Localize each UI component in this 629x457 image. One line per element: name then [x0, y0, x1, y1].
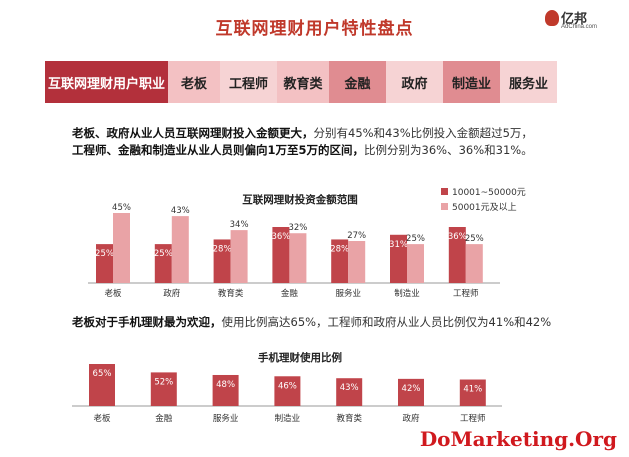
- logo-subtext: AdChina.com: [561, 24, 598, 30]
- chart1-label-1-2: 25%: [154, 249, 173, 259]
- chart2-bar-1: [89, 364, 115, 406]
- legend-label-2: 50001元及以上: [452, 202, 517, 213]
- chart1-bar-1-4: [272, 227, 290, 283]
- chart2-category-1: 老板: [93, 413, 111, 424]
- chart2-label-7: 41%: [463, 385, 482, 395]
- summary-paragraph-2: 老板对于手机理财最为欢迎，使用比例高达65%，工程师和政府从业人员比例仅为41%…: [72, 314, 552, 331]
- chart1-category-4: 金融: [281, 288, 299, 299]
- chart1-category-5: 服务业: [335, 288, 361, 299]
- chart2-bar-4: [274, 376, 301, 406]
- chart1-category-7: 工程师: [453, 288, 479, 299]
- chart1-label-2-3: 34%: [230, 220, 249, 230]
- chart2-category-5: 教育类: [336, 413, 362, 424]
- chart2-bar-5: [336, 378, 363, 406]
- chart2-category-6: 政府: [402, 413, 420, 424]
- chart1-bar-2-7: [465, 244, 483, 283]
- para2-text: 使用比例高达65%，工程师和政府从业人员比例仅为41%和42%: [221, 315, 552, 329]
- chart2-label-5: 43%: [340, 383, 359, 393]
- chart1-bar-1-6: [390, 234, 407, 283]
- chart1-category-3: 教育类: [218, 288, 244, 299]
- watermark: DoMarketing.Org: [419, 427, 617, 451]
- chart1-bar-1-7: [448, 227, 466, 283]
- chart1-bar-2-6: [407, 244, 424, 283]
- tab-education[interactable]: 教育类: [277, 61, 329, 103]
- para1-text2: 比例分别为36%、36%和31%。: [364, 143, 533, 157]
- chart2-category-3: 服务业: [213, 413, 239, 424]
- chart1-label-1-1: 25%: [95, 249, 114, 259]
- chart1-label-1-5: 28%: [330, 244, 349, 254]
- para2-bold: 老板对于手机理财最为欢迎，: [72, 315, 222, 329]
- logo: 亿邦 AdChina.com: [545, 8, 615, 34]
- chart1-bar-2-1: [113, 213, 130, 283]
- chart1-title: 互联网理财投资金额范围: [242, 193, 358, 206]
- chart2-title: 手机理财使用比例: [258, 351, 342, 364]
- chart2-label-3: 48%: [216, 380, 235, 390]
- legend-swatch-1: [441, 188, 448, 195]
- para1-bold: 老板、政府从业人员互联网理财投入金额更大，: [72, 126, 314, 140]
- tab-manufacturing[interactable]: 制造业: [443, 61, 500, 103]
- chart1-category-1: 老板: [104, 288, 122, 299]
- chart2-label-2: 52%: [154, 377, 173, 387]
- chart2-bar-2: [150, 372, 177, 406]
- para1-bold2: 工程师、金融和制造业从业人员则偏向1万至5万的区间，: [72, 143, 365, 157]
- chart1-label-2-2: 43%: [171, 206, 190, 216]
- chart2-bar-6: [398, 378, 424, 406]
- logo-icon: [545, 10, 559, 26]
- chart2-category-4: 制造业: [275, 413, 301, 424]
- chart2-category-7: 工程师: [460, 413, 486, 424]
- chart1-label-1-7: 36%: [448, 232, 467, 242]
- occupation-tabs: 互联网理财用户职业 老板 工程师 教育类 金融 政府 制造业 服务业: [45, 61, 561, 103]
- tab-service[interactable]: 服务业: [500, 61, 557, 103]
- page-title: 互联网理财用户特性盘点: [215, 19, 414, 39]
- chart1-label-2-4: 32%: [288, 223, 307, 233]
- tab-government[interactable]: 政府: [386, 61, 443, 103]
- chart1-bar-1-3: [213, 239, 231, 283]
- chart1-bar-2-5: [348, 241, 366, 283]
- chart2-bar-3: [212, 374, 239, 406]
- chart1-bar-1-2: [154, 244, 172, 283]
- legend-swatch-2: [441, 203, 448, 210]
- chart2-label-4: 46%: [278, 381, 297, 391]
- chart1-label-1-6: 31%: [389, 240, 408, 250]
- chart1-bar-2-2: [171, 216, 189, 283]
- para1-text: 分别有45%和43%比例投入金额超过5万，: [313, 126, 533, 140]
- chart1-label-1-3: 28%: [213, 244, 232, 254]
- summary-paragraph-1: 老板、政府从业人员互联网理财投入金额更大，分别有45%和43%比例投入金额超过5…: [72, 125, 542, 159]
- chart1-label-2-1: 45%: [112, 203, 131, 213]
- chart1-category-2: 政府: [163, 288, 181, 299]
- logo-text: 亿邦: [561, 12, 588, 27]
- chart1-bar-1-1: [96, 244, 113, 283]
- tab-engineer[interactable]: 工程师: [220, 61, 277, 103]
- chart1-bar-2-3: [230, 230, 248, 283]
- chart1-bar-2-4: [289, 233, 307, 283]
- chart1-label-2-7: 25%: [465, 234, 484, 244]
- tab-boss[interactable]: 老板: [168, 61, 220, 103]
- chart2-label-1: 65%: [93, 369, 112, 379]
- chart2-bar-7: [459, 379, 486, 406]
- chart2-category-2: 金融: [155, 413, 173, 424]
- chart1-bar-1-5: [331, 239, 349, 283]
- chart1-label-2-5: 27%: [347, 231, 366, 241]
- chart1-label-1-4: 36%: [271, 232, 290, 242]
- tab-finance[interactable]: 金融: [329, 61, 386, 103]
- chart1-category-6: 制造业: [394, 288, 420, 299]
- tab-occupation[interactable]: 互联网理财用户职业: [45, 61, 168, 103]
- chart2-label-6: 42%: [402, 384, 421, 394]
- chart1-label-2-6: 25%: [406, 234, 425, 244]
- legend-label-1: 10001~50000元: [452, 188, 526, 198]
